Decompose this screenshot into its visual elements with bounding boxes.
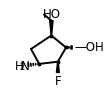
Text: N: N	[21, 60, 30, 73]
Text: HO: HO	[42, 8, 60, 21]
Text: —OH: —OH	[75, 41, 104, 54]
Text: F: F	[55, 75, 61, 88]
Polygon shape	[50, 21, 53, 36]
Text: 2: 2	[19, 63, 24, 72]
Text: H: H	[15, 60, 24, 73]
Polygon shape	[56, 62, 59, 73]
